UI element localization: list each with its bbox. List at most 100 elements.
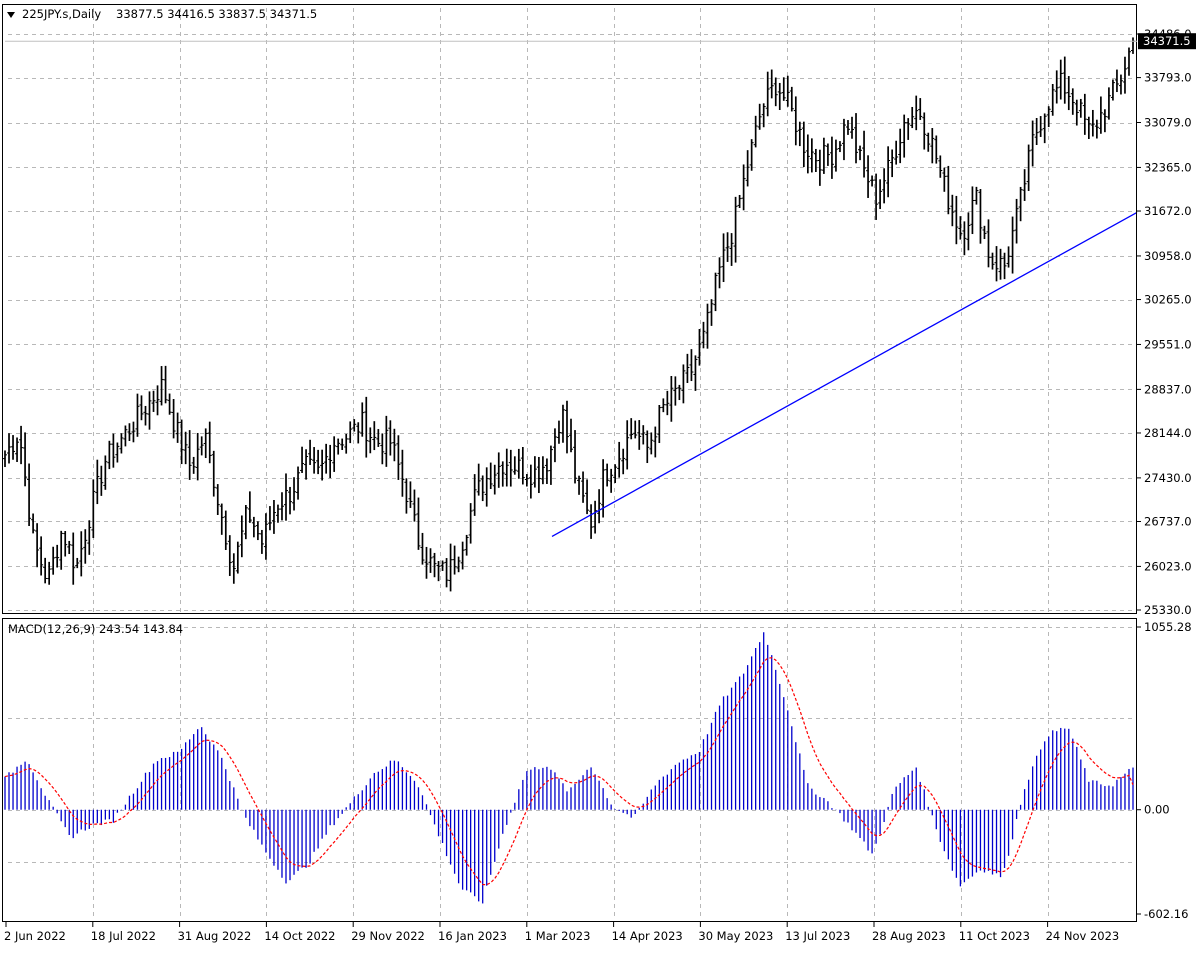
price-bar — [328, 444, 333, 479]
price-bar — [1118, 74, 1123, 95]
price-bar — [890, 149, 895, 178]
price-bar — [39, 536, 44, 576]
price-bar — [954, 195, 959, 245]
price-bar — [854, 113, 859, 164]
price-bar — [544, 458, 549, 484]
price-bar — [308, 439, 313, 465]
price-bar — [833, 139, 838, 172]
price-bar — [605, 463, 610, 487]
price-bar — [781, 77, 786, 101]
price-bar — [1034, 117, 1039, 146]
price-bar — [946, 165, 951, 215]
price-tick-label: 27430.0 — [1144, 471, 1192, 485]
caret-down-icon[interactable] — [7, 12, 15, 18]
price-bar — [31, 513, 36, 534]
price-bar — [247, 491, 252, 523]
price-bar — [922, 112, 927, 150]
price-bar — [468, 503, 473, 544]
price-bar — [227, 535, 232, 576]
price-bar — [930, 128, 935, 164]
price-bar — [1058, 59, 1063, 100]
price-bar — [404, 478, 409, 514]
price-bar — [199, 436, 204, 456]
price-bar — [183, 431, 188, 465]
price-bar — [231, 553, 236, 584]
price-bar — [412, 489, 417, 522]
price-bar — [785, 75, 790, 107]
price-tick-label: 30265.0 — [1144, 293, 1192, 307]
price-grid — [4, 6, 1136, 612]
price-bar — [813, 148, 818, 173]
price-bar — [761, 103, 766, 128]
price-bar — [1046, 106, 1051, 128]
price-bar — [825, 143, 830, 166]
price-tick-label: 28144.0 — [1144, 426, 1192, 440]
price-bar — [1074, 99, 1079, 126]
price-bar — [577, 475, 582, 495]
price-bar — [1002, 252, 1007, 280]
price-bar — [15, 437, 20, 462]
price-bar — [187, 430, 192, 480]
price-bar — [1122, 56, 1127, 94]
time-tick-label: 28 Aug 2023 — [872, 929, 946, 943]
price-bar — [569, 418, 574, 453]
price-bar — [669, 376, 674, 422]
price-bar — [974, 186, 979, 205]
price-bar — [653, 426, 658, 458]
price-bar — [1070, 88, 1075, 115]
price-bar — [324, 443, 329, 474]
price-bar — [171, 399, 176, 439]
price-bar — [159, 366, 164, 406]
price-bar — [986, 219, 991, 268]
price-bar — [721, 233, 726, 283]
price-bar — [733, 196, 738, 263]
macd-pane[interactable] — [2, 618, 1137, 922]
price-bar — [175, 412, 180, 443]
price-bar — [548, 445, 553, 485]
price-bar — [1038, 116, 1043, 137]
price-bar — [500, 461, 505, 487]
price-bar — [436, 561, 441, 582]
price-bar — [757, 103, 762, 130]
price-bar — [1102, 109, 1107, 133]
price-bar — [388, 420, 393, 456]
price-bar — [589, 504, 594, 539]
price-bar — [536, 456, 541, 494]
price-bar — [809, 138, 814, 173]
price-bar — [898, 128, 903, 164]
time-axis: 2 Jun 2022 18 Jul 2022 31 Aug 2022 14 Oct 2… — [4, 922, 1119, 943]
price-bar — [79, 531, 84, 577]
price-bar — [372, 421, 377, 451]
price-bar — [83, 529, 88, 564]
price-bar — [573, 430, 578, 484]
price-bar — [866, 155, 871, 198]
price-bar — [67, 540, 72, 555]
price-bar — [243, 505, 248, 540]
price-bar — [773, 77, 778, 107]
price-bar — [464, 534, 469, 556]
price-bar — [63, 531, 68, 557]
chart-header: 225JPY.s,Daily 33877.5 34416.5 33837.5 3… — [7, 7, 317, 21]
price-bar — [408, 481, 413, 508]
price-bar — [1010, 216, 1015, 274]
price-bar — [460, 541, 465, 570]
trendline[interactable] — [551, 211, 1138, 537]
price-bar — [701, 321, 706, 349]
price-bar — [356, 422, 361, 444]
price-pane[interactable] — [2, 4, 1138, 614]
price-bar — [131, 421, 136, 443]
price-bar — [617, 441, 622, 478]
price-bar — [360, 402, 365, 437]
price-bar — [1090, 109, 1095, 137]
price-bar — [239, 515, 244, 558]
price-bar — [416, 497, 421, 550]
price-bar — [432, 552, 437, 578]
price-bar — [1086, 116, 1091, 139]
price-bar — [420, 532, 425, 565]
price-bar — [613, 464, 618, 484]
price-bar — [7, 433, 12, 464]
price-bar — [11, 435, 16, 460]
price-bar — [870, 175, 875, 187]
price-bar — [552, 428, 557, 463]
price-bar — [283, 473, 288, 521]
